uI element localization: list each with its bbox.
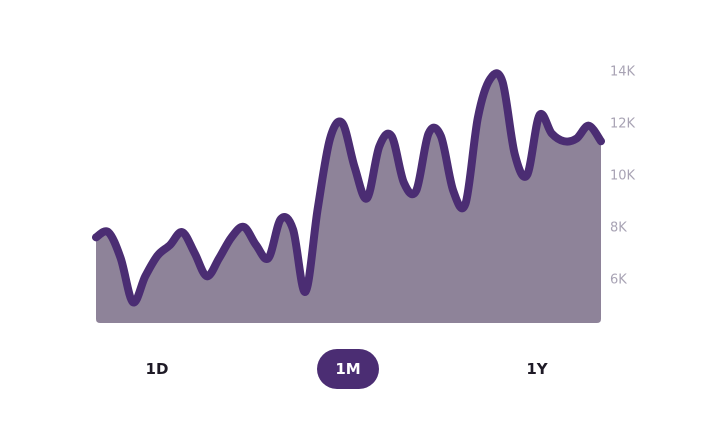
data-point: [499, 79, 505, 85]
data-point: [561, 138, 567, 144]
data-point: [364, 195, 370, 201]
data-point: [241, 224, 247, 230]
data-point: [487, 76, 493, 82]
data-point: [179, 229, 185, 235]
y-tick-label: 12K: [610, 117, 636, 132]
data-point: [228, 234, 234, 240]
data-point: [93, 234, 99, 240]
area-fill: [96, 73, 601, 323]
data-point: [290, 227, 296, 233]
data-point: [142, 273, 148, 279]
data-point: [376, 143, 382, 149]
data-point: [426, 130, 432, 136]
series-line: [92, 69, 605, 307]
data-point: [118, 255, 124, 261]
y-tick-label: 14K: [610, 65, 636, 80]
data-point: [352, 164, 358, 170]
data-point: [389, 133, 395, 139]
data-point: [130, 299, 136, 305]
data-point: [167, 242, 173, 248]
data-point: [463, 201, 469, 207]
data-point: [216, 255, 222, 261]
range-1y-button[interactable]: 1Y: [526, 360, 548, 378]
data-point: [536, 112, 542, 118]
data-point: [549, 130, 555, 136]
data-point: [339, 120, 345, 126]
y-tick-label: 10K: [610, 169, 636, 184]
data-point: [512, 151, 518, 157]
data-point: [265, 255, 271, 261]
data-point: [401, 180, 407, 186]
data-point: [253, 242, 259, 248]
data-point: [598, 138, 604, 144]
y-tick-label: 8K: [610, 220, 627, 235]
data-point: [278, 216, 284, 222]
y-tick-label: 6K: [610, 272, 627, 287]
data-point: [302, 289, 308, 295]
data-point: [438, 133, 444, 139]
data-point: [327, 136, 333, 142]
data-point: [586, 123, 592, 129]
range-1m-button[interactable]: 1M: [317, 349, 379, 389]
data-point: [105, 229, 111, 235]
data-point: [475, 115, 481, 121]
data-point: [155, 253, 161, 259]
data-point: [413, 188, 419, 194]
data-point: [450, 188, 456, 194]
y-axis: 6K 8K 10K 12K 14K: [610, 65, 636, 288]
data-point: [315, 206, 321, 212]
data-point: [204, 273, 210, 279]
range-1d-button[interactable]: 1D: [145, 360, 169, 378]
data-point: [573, 136, 579, 142]
data-point: [524, 172, 530, 178]
data-point: [192, 250, 198, 256]
